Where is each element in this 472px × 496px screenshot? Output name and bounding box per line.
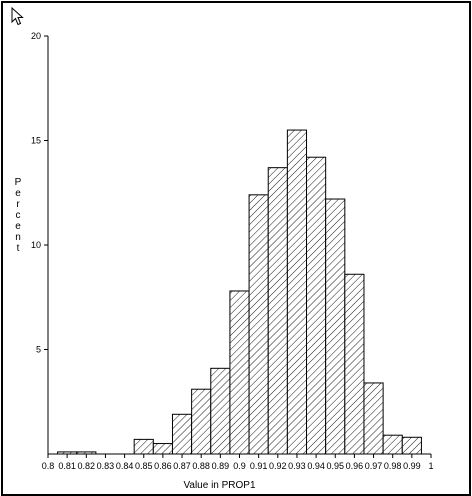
histogram-bar <box>229 290 250 455</box>
y-axis-title-letter: t <box>17 243 20 254</box>
x-axis-title: Value in PROP1 <box>183 480 256 491</box>
y-axis-title-letter: r <box>16 199 20 210</box>
histogram-bar <box>152 443 173 455</box>
histogram-bar <box>286 129 308 455</box>
x-tick-label: 0.95 <box>326 461 344 471</box>
histogram-bar <box>191 388 212 455</box>
x-tick-label: 0.88 <box>192 461 210 471</box>
histogram-bar <box>363 382 384 455</box>
histogram-bar <box>344 273 365 455</box>
x-tick-label: 0.8 <box>42 461 55 471</box>
x-tick-label: 0.81 <box>58 461 76 471</box>
x-tick-label: 0.89 <box>212 461 230 471</box>
histogram-bar <box>210 367 231 455</box>
histogram-bar <box>401 436 422 455</box>
histogram-bar <box>267 167 288 455</box>
x-tick-label: 0.84 <box>116 461 134 471</box>
y-axis-title-letter: c <box>16 210 21 221</box>
x-tick-label: 0.94 <box>307 461 325 471</box>
x-tick-label: 0.92 <box>269 461 287 471</box>
histogram-bar <box>306 156 327 455</box>
histogram-bar <box>171 413 193 455</box>
x-tick-label: 0.96 <box>346 461 364 471</box>
histogram-bar <box>248 194 269 455</box>
x-tick-label: 0.87 <box>173 461 191 471</box>
y-tick-label: 10 <box>31 240 41 250</box>
y-tick-label: 15 <box>31 136 41 146</box>
y-axis-title-letter: n <box>15 232 21 243</box>
bars-group <box>57 129 422 455</box>
histogram-bar <box>325 198 346 455</box>
y-axis-title-letter: e <box>15 221 21 232</box>
x-tick-label: 0.86 <box>154 461 172 471</box>
y-axis-title-letter: e <box>15 188 21 199</box>
x-tick-label: 0.91 <box>250 461 268 471</box>
x-tick-label: 0.85 <box>135 461 153 471</box>
x-tick-label: 0.93 <box>288 461 306 471</box>
x-tick-label: 0.9 <box>233 461 246 471</box>
histogram-bar <box>382 434 403 455</box>
x-tick-label: 0.82 <box>78 461 96 471</box>
x-tick-label: 1 <box>428 461 433 471</box>
x-tick-label: 0.99 <box>403 461 421 471</box>
arrow-cursor-icon <box>11 7 24 26</box>
x-tick-label: 0.83 <box>97 461 115 471</box>
y-axis-title-letter: P <box>15 177 22 188</box>
y-tick-label: 20 <box>31 31 41 41</box>
histogram-bar <box>133 438 154 455</box>
y-tick-label: 5 <box>36 345 41 355</box>
x-ticks-group: 0.8 0.81 0.82 0.83 0.84 0.85 0.86 0.87 0.88 0.89 0… <box>42 454 434 471</box>
x-tick-label: 0.98 <box>384 461 402 471</box>
x-tick-label: 0.97 <box>365 461 383 471</box>
y-ticks-group: 5 10 15 20 <box>31 31 48 355</box>
